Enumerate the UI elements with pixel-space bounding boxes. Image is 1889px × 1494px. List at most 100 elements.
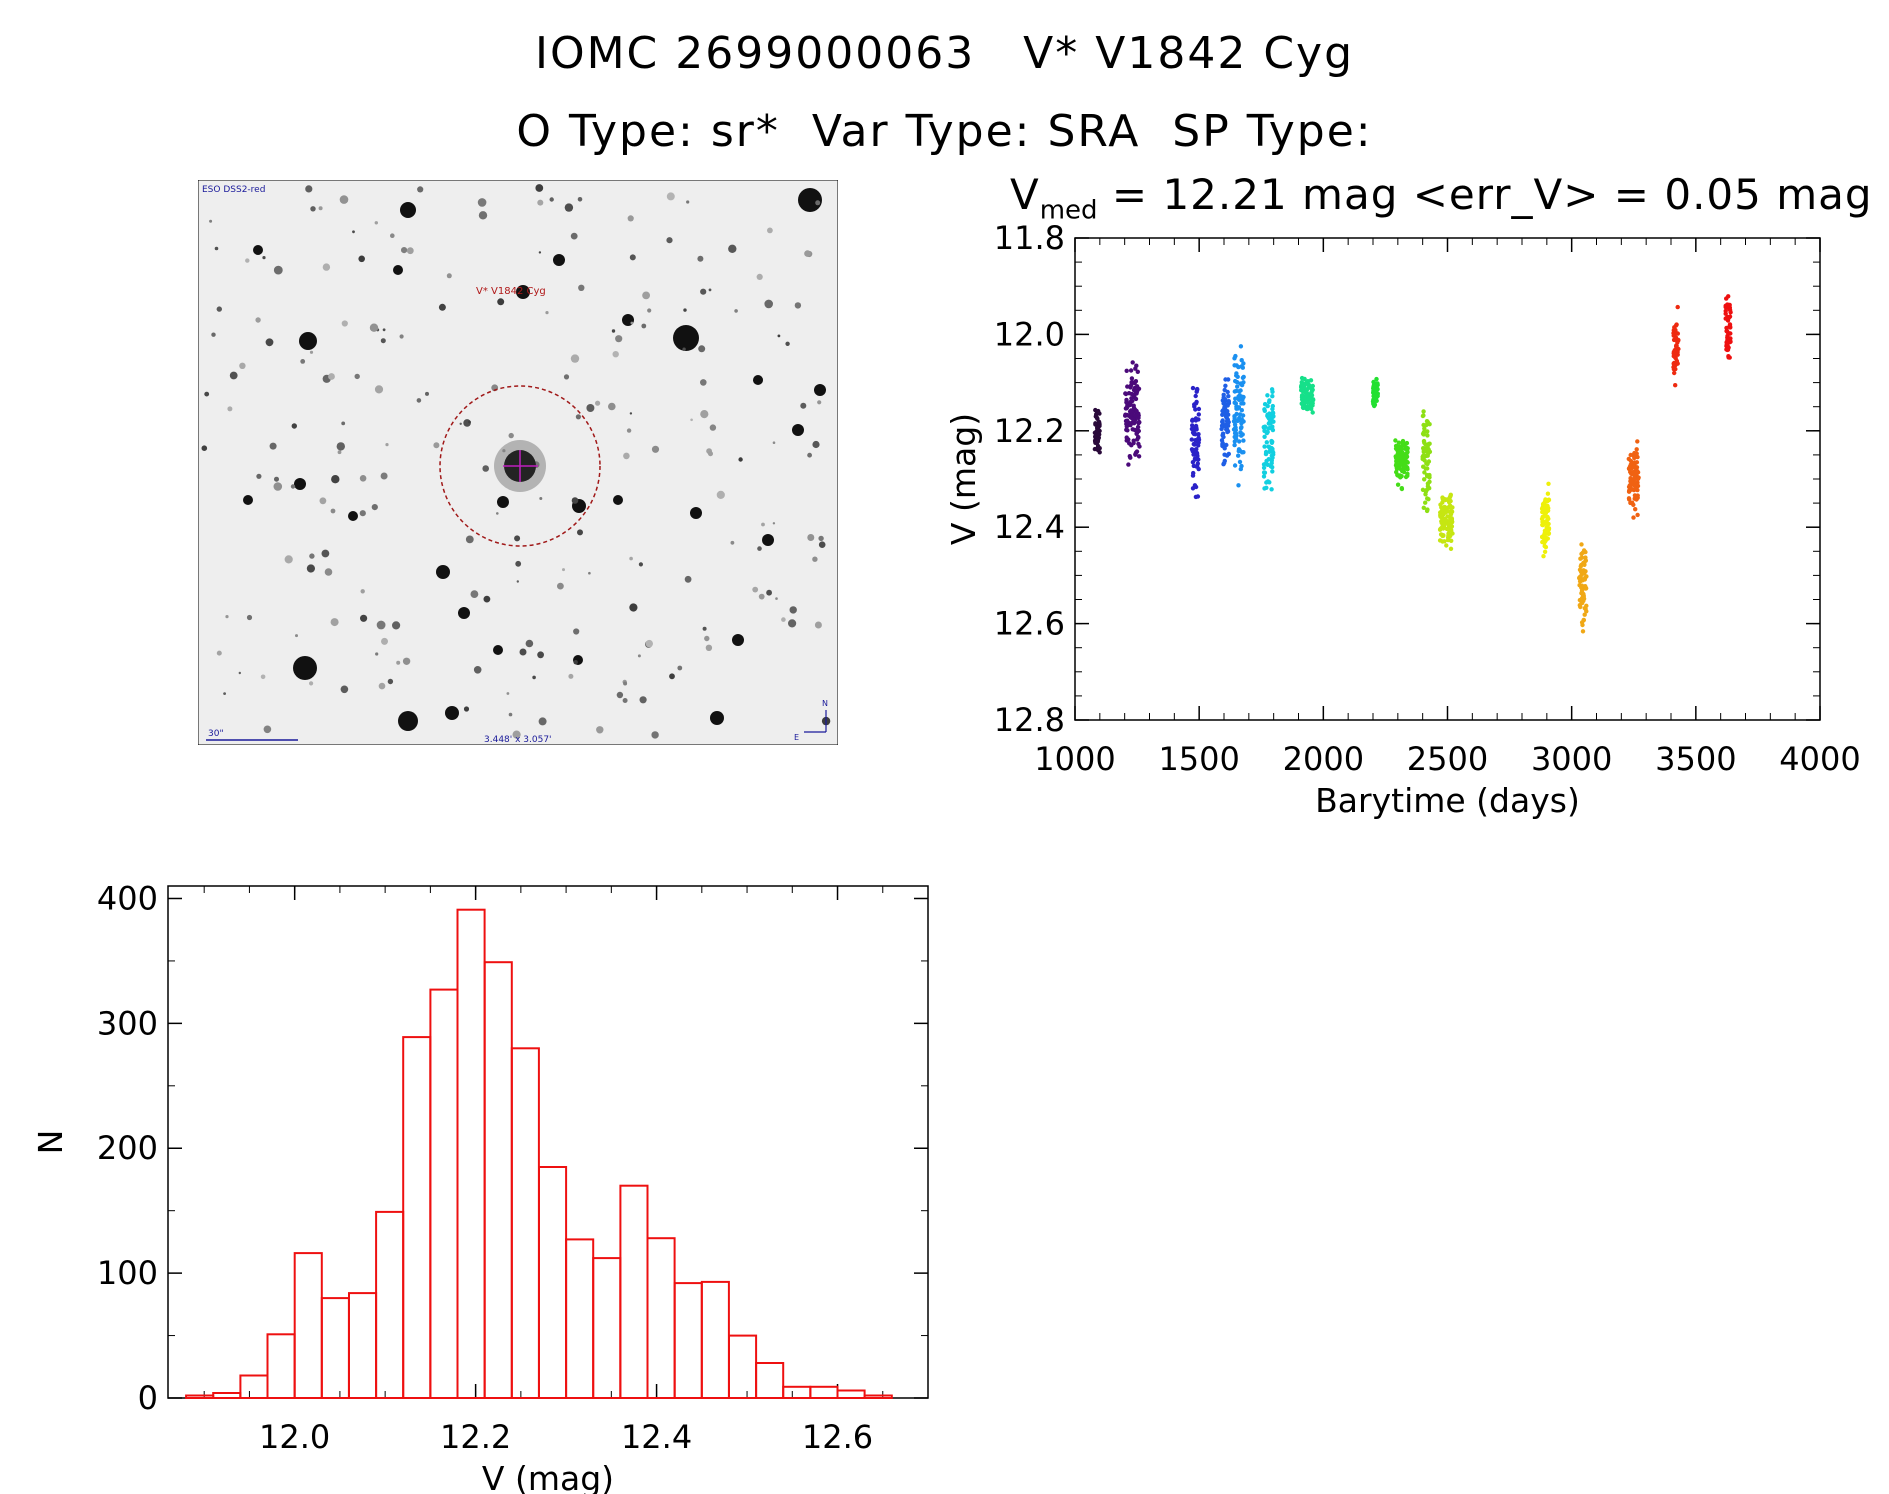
lightcurve-point — [1097, 446, 1102, 451]
finder-star — [465, 535, 474, 544]
lightcurve-point — [1129, 380, 1134, 385]
y-axis-label: V (mag) — [944, 413, 983, 545]
lightcurve-point — [1196, 457, 1201, 462]
finder-star — [794, 302, 802, 309]
lightcurve-point — [1237, 439, 1242, 444]
lightcurve-point — [1266, 426, 1271, 431]
lightcurve-point — [1305, 400, 1310, 405]
lightcurve-point — [1097, 422, 1102, 427]
lightcurve-point — [1447, 521, 1452, 526]
lightcurve-point — [1237, 459, 1243, 465]
finder-star — [477, 198, 487, 207]
lightcurve-points — [1092, 294, 1733, 634]
lightcurve-point — [1373, 396, 1378, 401]
finder-star — [238, 671, 241, 675]
finder-star — [245, 258, 250, 263]
lightcurve-point — [1373, 390, 1379, 395]
histogram-bar — [429, 988, 459, 1399]
finder-star — [497, 496, 509, 508]
finder-star — [651, 445, 660, 453]
histogram-bar — [782, 1385, 812, 1400]
lightcurve-point — [1135, 437, 1140, 442]
finder-star — [807, 534, 815, 541]
lightcurve-point — [1310, 410, 1315, 415]
finder-star — [514, 535, 521, 542]
finder-star — [201, 445, 208, 452]
histogram-axes: 12.0 12.2 12.4 12.6 0 100 200 300 400 V (mag) N — [31, 879, 929, 1494]
finder-star — [775, 597, 778, 600]
lightcurve-point — [1582, 612, 1587, 617]
lightcurve-point — [1422, 477, 1427, 482]
lightcurve-point — [1441, 496, 1447, 502]
lightcurve-point — [1270, 410, 1276, 416]
lightcurve-point — [1222, 405, 1227, 410]
finder-star — [573, 660, 578, 665]
lightcurve-point — [1128, 414, 1133, 420]
lightcurve-point — [1264, 440, 1270, 445]
lightcurve-point — [1448, 546, 1454, 551]
finder-star — [616, 691, 624, 699]
lightcurve-point — [1371, 379, 1376, 385]
finder-star — [641, 323, 647, 329]
finder-star — [622, 698, 628, 703]
finder-star — [700, 410, 709, 419]
lightcurve-point — [1222, 452, 1227, 457]
finder-star — [626, 428, 632, 433]
lightcurve-point — [1097, 432, 1102, 437]
lightcurve-point — [1372, 384, 1377, 389]
finder-star — [732, 634, 744, 646]
lightcurve-point — [1450, 531, 1455, 536]
finder-star — [468, 420, 471, 424]
finder-star — [473, 666, 482, 674]
finder-star — [812, 556, 818, 562]
lightcurve-point — [1226, 419, 1231, 425]
lightcurve-point — [1196, 406, 1202, 412]
lightcurve-point — [1193, 401, 1199, 406]
finder-star — [381, 637, 388, 645]
lightcurve-point — [1193, 484, 1199, 490]
finder-star — [623, 681, 628, 686]
lightcurve-point — [1441, 522, 1447, 528]
lightcurve-point — [1404, 454, 1410, 459]
lightcurve-point — [1582, 571, 1587, 576]
finder-star — [436, 565, 450, 579]
lightcurve-point — [1124, 427, 1129, 432]
finder-star — [814, 384, 826, 396]
finder-star — [762, 534, 774, 546]
lightcurve-point — [1584, 609, 1589, 614]
hist-y-tick-label: 100 — [97, 1254, 158, 1292]
finder-star — [204, 391, 210, 397]
finder-star — [378, 682, 386, 690]
histogram-bar — [538, 1166, 568, 1399]
lightcurve-series — [1231, 344, 1246, 488]
lightcurve-point — [1264, 485, 1269, 490]
lightcurve-point — [1265, 403, 1270, 409]
lightcurve-point — [1095, 410, 1100, 415]
lightcurve-point — [1421, 453, 1426, 458]
lightcurve-point — [1541, 501, 1546, 507]
finder-star — [229, 371, 238, 380]
lightcurve-point — [1422, 426, 1427, 431]
finder-star — [305, 185, 313, 193]
lightcurve-point — [1127, 441, 1132, 446]
lightcurve-point — [1266, 421, 1272, 426]
lightcurve-series — [1370, 376, 1381, 409]
lightcurve-point — [1196, 435, 1201, 440]
finder-star — [211, 332, 216, 337]
finder-star — [256, 473, 262, 479]
lightcurve-point — [1262, 408, 1268, 413]
lightcurve-point — [1194, 464, 1199, 469]
finder-star — [294, 478, 306, 490]
lightcurve-point — [1262, 470, 1268, 475]
finder-star — [818, 535, 824, 542]
histogram-bar — [212, 1392, 242, 1399]
finder-star — [262, 256, 266, 260]
lightcurve-point — [1271, 452, 1276, 457]
lightcurve-point — [1131, 438, 1136, 443]
y-tick-label: 12.0 — [994, 315, 1065, 353]
finder-star — [700, 288, 707, 295]
lightcurve-point — [1440, 533, 1446, 538]
lightcurve-point — [1723, 316, 1728, 321]
finder-star — [310, 206, 316, 212]
lightcurve-point — [1269, 387, 1275, 392]
